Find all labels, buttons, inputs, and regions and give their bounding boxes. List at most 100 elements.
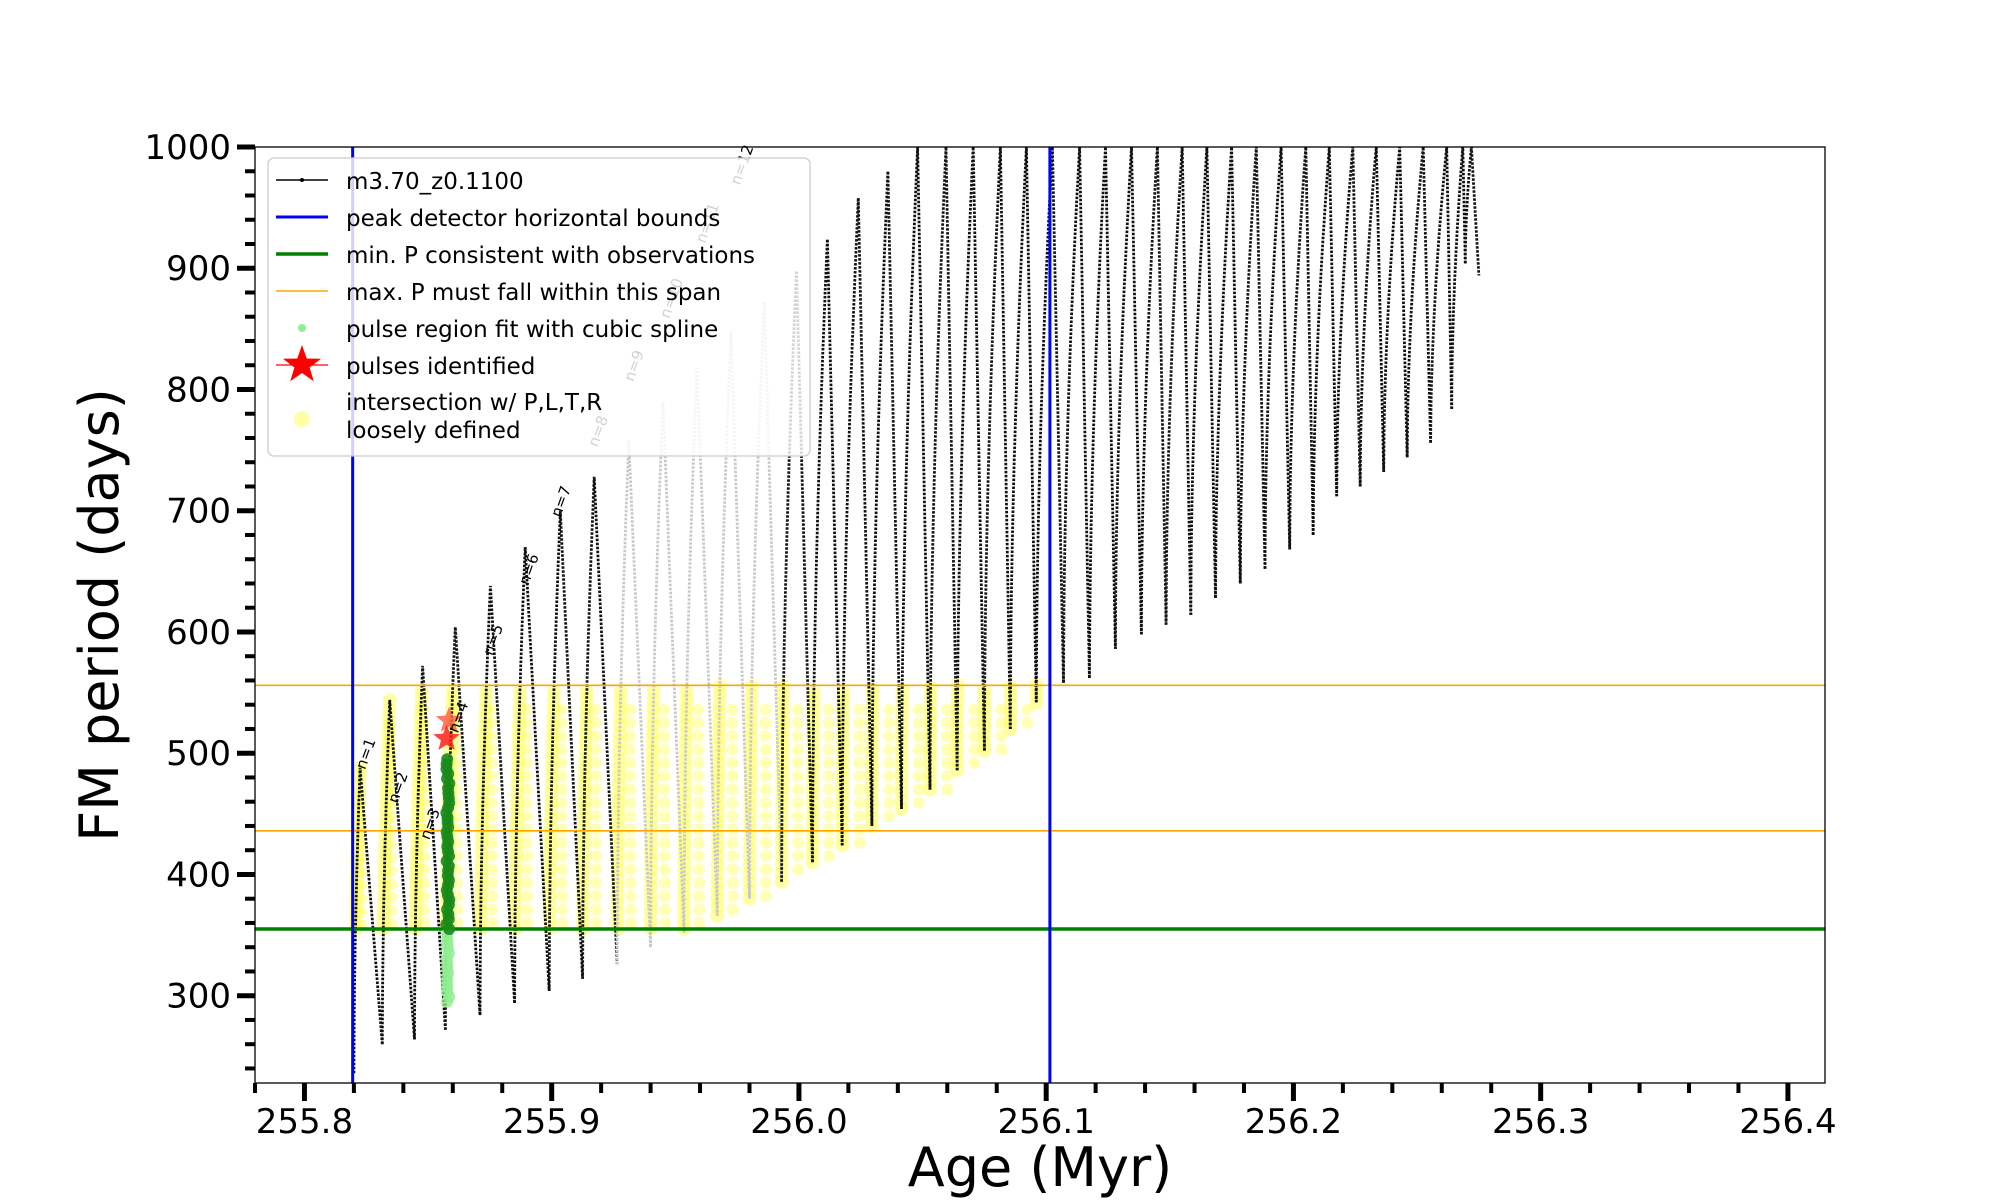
intersection-point bbox=[693, 850, 705, 862]
intersection-point bbox=[854, 744, 866, 756]
x-tick-label: 256.0 bbox=[750, 1102, 847, 1142]
intersection-point bbox=[486, 877, 498, 889]
intersection-point bbox=[760, 810, 772, 822]
intersection-point bbox=[556, 890, 568, 902]
intersection-point bbox=[727, 890, 739, 902]
intersection-point bbox=[854, 824, 866, 836]
intersection-point bbox=[385, 852, 397, 864]
intersection-point bbox=[385, 892, 397, 904]
intersection-point bbox=[658, 757, 670, 769]
intersection-point bbox=[693, 890, 705, 902]
intersection-point bbox=[693, 757, 705, 769]
intersection-point bbox=[486, 770, 498, 782]
intersection-point bbox=[624, 744, 636, 756]
intersection-point bbox=[883, 704, 895, 716]
intersection-point bbox=[417, 704, 429, 716]
legend-pulses-label: pulses identified bbox=[346, 354, 535, 380]
intersection-point bbox=[556, 824, 568, 836]
intersection-point bbox=[913, 730, 925, 742]
intersection-point bbox=[792, 837, 804, 849]
pulse-number-label: n=6 bbox=[515, 551, 543, 587]
intersection-point bbox=[624, 704, 636, 716]
x-axis-label: Age (Myr) bbox=[908, 1136, 1173, 1199]
intersection-point bbox=[590, 877, 602, 889]
intersection-point bbox=[624, 770, 636, 782]
intersection-point bbox=[854, 810, 866, 822]
intersection-point bbox=[760, 757, 772, 769]
intersection-point bbox=[521, 810, 533, 822]
intersection-point bbox=[590, 904, 602, 916]
model-curve-cycle bbox=[984, 147, 1010, 751]
y-tick-label: 900 bbox=[166, 249, 231, 289]
intersection-point bbox=[625, 824, 637, 836]
model-curve-cycle bbox=[957, 147, 984, 770]
intersection-point bbox=[996, 744, 1008, 756]
intersection-point bbox=[625, 877, 637, 889]
intersection-point bbox=[625, 890, 637, 902]
x-tick-label: 255.8 bbox=[256, 1102, 353, 1142]
intersection-point bbox=[913, 704, 925, 716]
pulse-number-label: n=7 bbox=[547, 483, 575, 519]
intersection-point bbox=[693, 917, 705, 929]
intersection-point bbox=[384, 732, 396, 744]
intersection-point bbox=[692, 717, 704, 729]
intersection-point bbox=[555, 717, 567, 729]
intersection-point bbox=[726, 717, 738, 729]
intersection-point bbox=[659, 824, 671, 836]
legend-spline-marker bbox=[298, 324, 306, 332]
intersection-point bbox=[589, 704, 601, 716]
intersection-point bbox=[726, 770, 738, 782]
pulse-number-label: n=5 bbox=[479, 622, 507, 658]
intersection-point bbox=[659, 890, 671, 902]
intersection-point bbox=[625, 850, 637, 862]
intersection-point bbox=[556, 784, 568, 796]
intersection-point bbox=[659, 837, 671, 849]
intersection-point bbox=[590, 744, 602, 756]
intersection-point bbox=[693, 904, 705, 916]
intersection-point bbox=[727, 850, 739, 862]
intersection-point bbox=[658, 717, 670, 729]
intersection-point bbox=[823, 850, 835, 862]
intersection-point bbox=[760, 704, 772, 716]
intersection-point bbox=[589, 717, 601, 729]
intersection-point bbox=[823, 730, 835, 742]
intersection-point bbox=[521, 784, 533, 796]
intersection-point bbox=[385, 812, 397, 824]
intersection-point bbox=[624, 717, 636, 729]
model-curve-cycle bbox=[1313, 147, 1337, 535]
intersection-point bbox=[556, 917, 568, 929]
intersection-point bbox=[556, 757, 568, 769]
intersection-point bbox=[792, 744, 804, 756]
intersection-point bbox=[486, 784, 498, 796]
intersection-point bbox=[589, 730, 601, 742]
intersection-point bbox=[521, 877, 533, 889]
intersection-point bbox=[823, 770, 835, 782]
intersection-point bbox=[883, 757, 895, 769]
intersection-point bbox=[485, 717, 497, 729]
model-curve-cycle bbox=[1010, 147, 1036, 729]
legend-intersection-label-1: intersection w/ P,L,T,R bbox=[346, 390, 602, 416]
intersection-point bbox=[486, 917, 498, 929]
intersection-point bbox=[486, 850, 498, 862]
intersection-point bbox=[590, 837, 602, 849]
intersection-point bbox=[418, 904, 430, 916]
intersection-point bbox=[485, 744, 497, 756]
intersection-point bbox=[726, 730, 738, 742]
intersection-point bbox=[693, 770, 705, 782]
intersection-point bbox=[853, 730, 865, 742]
intersection-point bbox=[853, 717, 865, 729]
intersection-point bbox=[658, 770, 670, 782]
intersection-point bbox=[883, 810, 895, 822]
y-axis-label: FM period (days) bbox=[68, 388, 131, 842]
intersection-point bbox=[590, 850, 602, 862]
intersection-point bbox=[556, 810, 568, 822]
legend-model-marker bbox=[300, 178, 304, 182]
intersection-point bbox=[693, 797, 705, 809]
intersection-point bbox=[760, 864, 772, 876]
intersection-point bbox=[486, 824, 498, 836]
intersection-point bbox=[555, 704, 567, 716]
intersection-point bbox=[823, 824, 835, 836]
model-curve-cycle bbox=[1407, 147, 1430, 457]
intersection-point bbox=[556, 797, 568, 809]
